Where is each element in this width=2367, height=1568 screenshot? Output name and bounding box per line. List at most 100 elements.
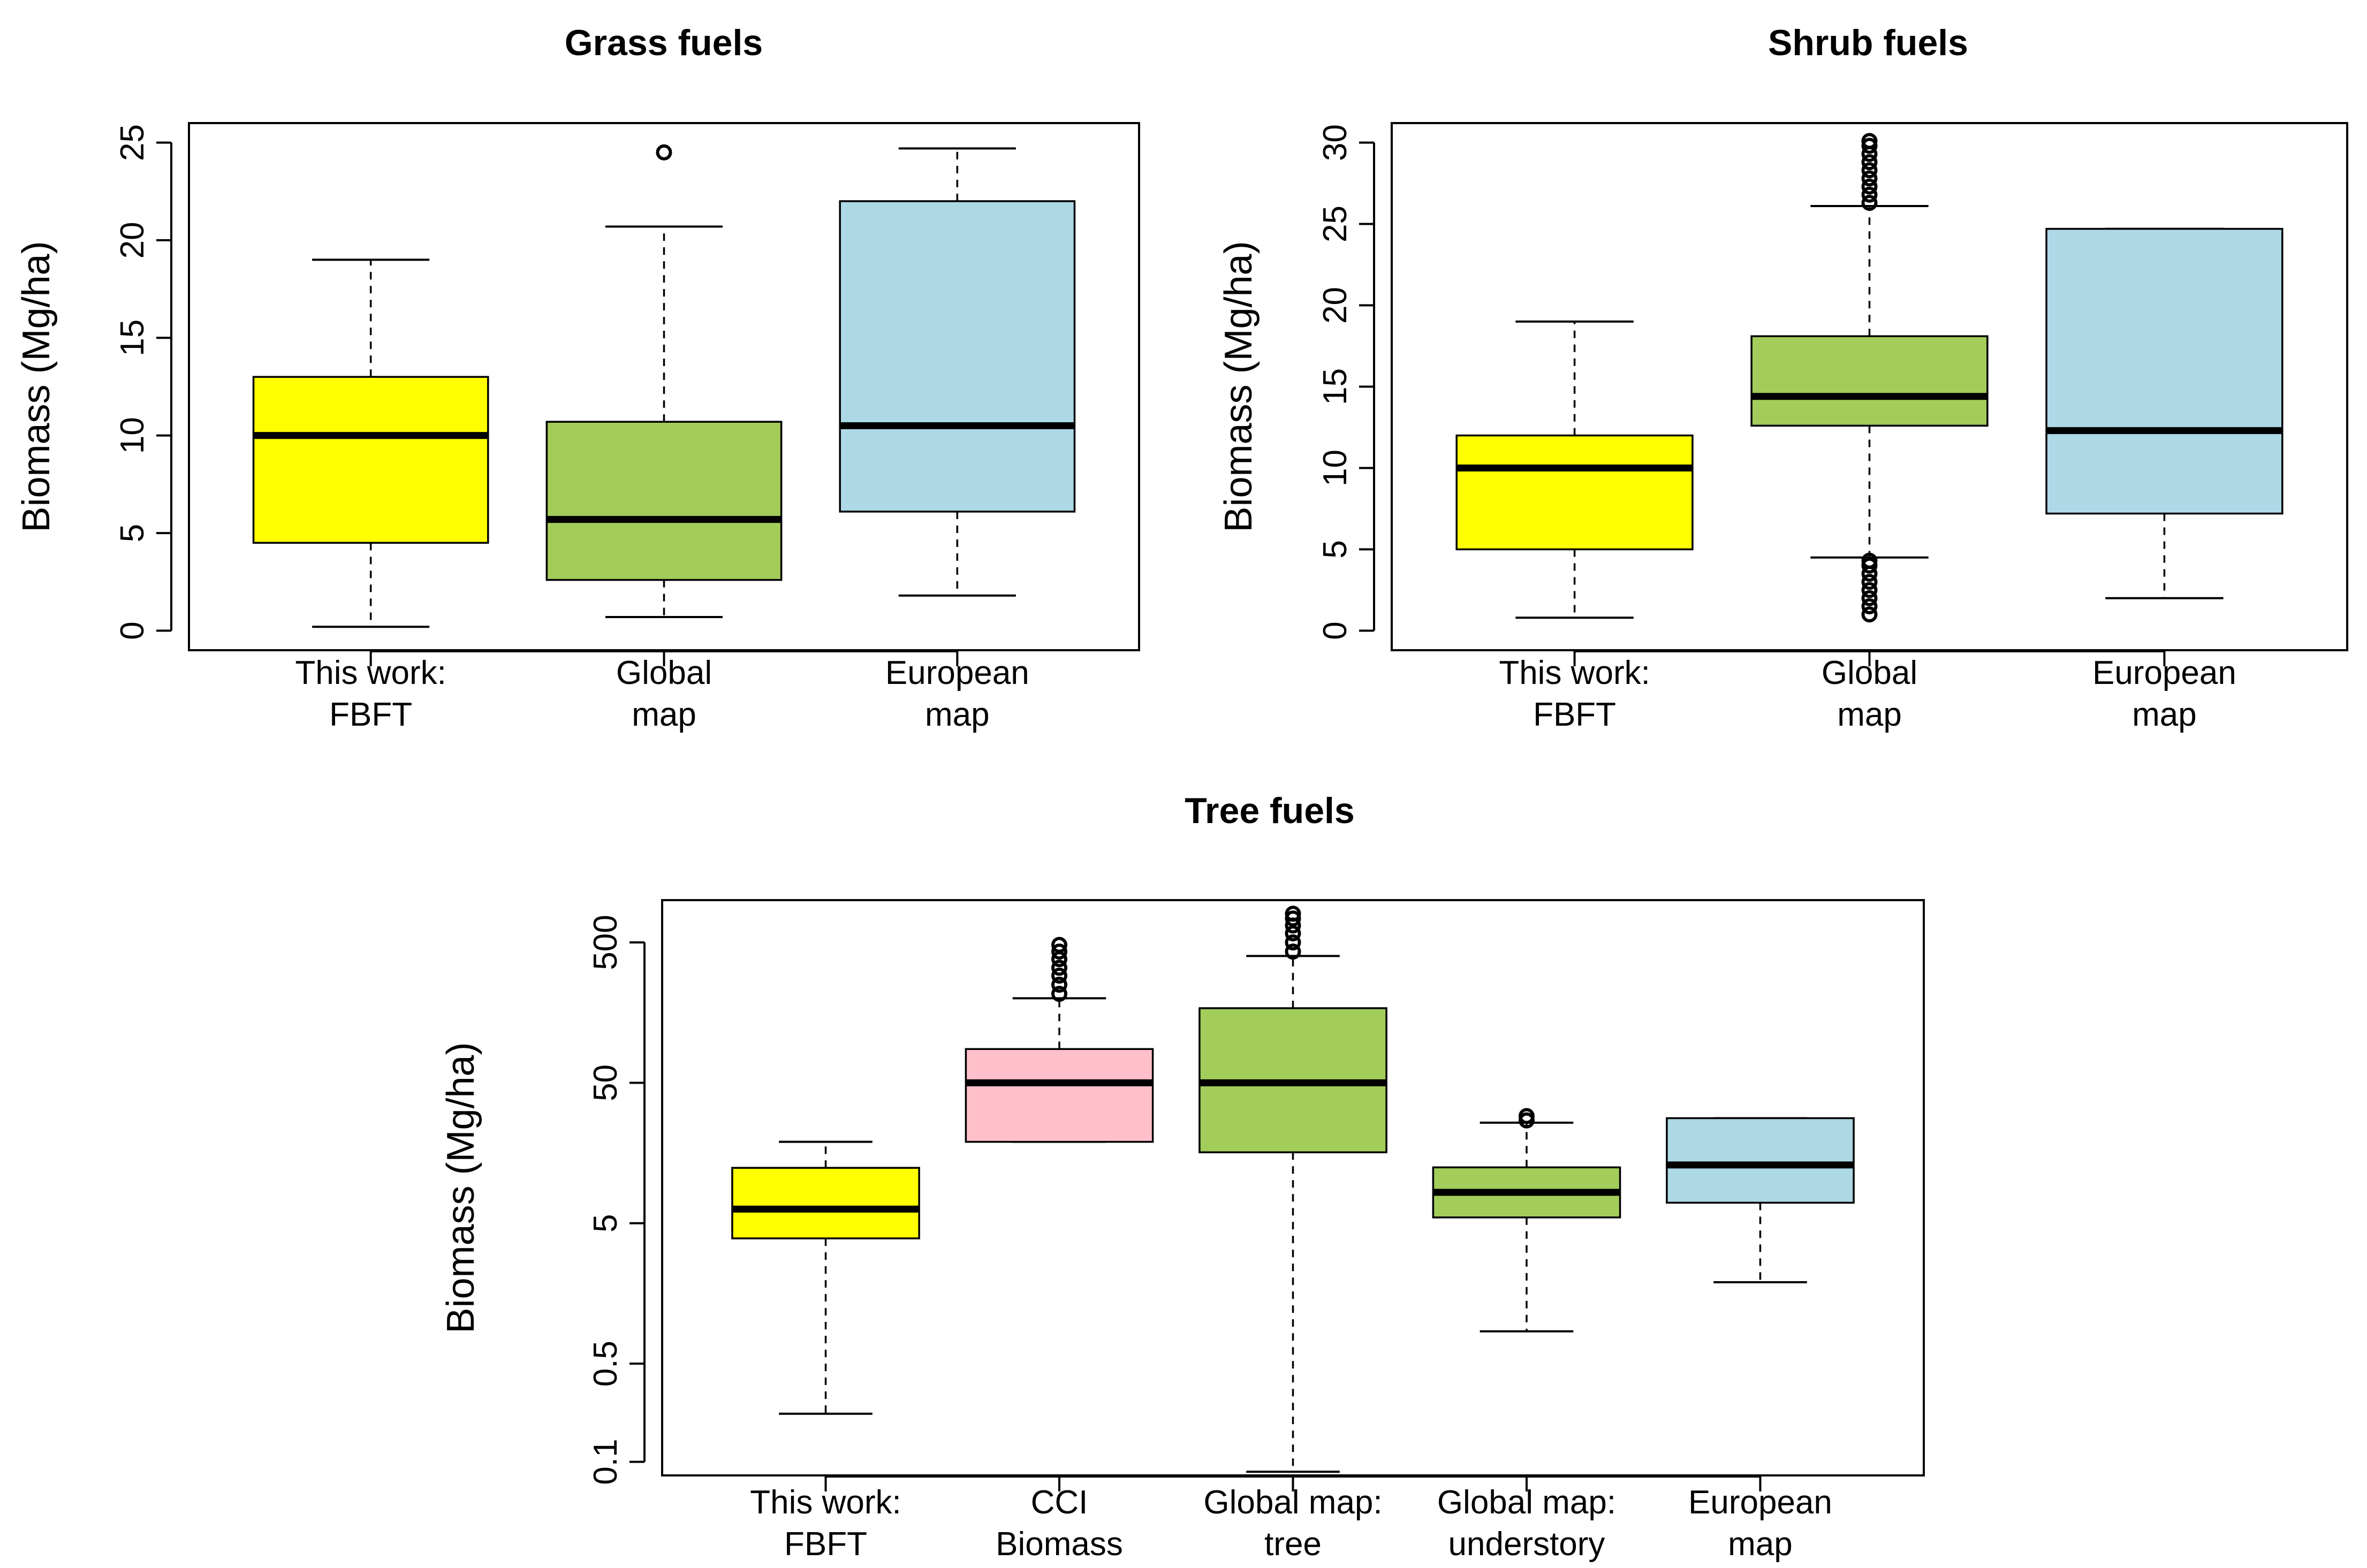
- outlier-point: [1285, 925, 1301, 942]
- box-iqr: [839, 200, 1076, 513]
- outlier-point: [1861, 162, 1878, 179]
- y-tick-label: 20: [1317, 287, 1354, 324]
- box-iqr: [1666, 1117, 1855, 1204]
- y-tick-label: 20: [114, 222, 151, 258]
- box-group-0: [1455, 320, 1694, 619]
- outlier-point: [1051, 986, 1068, 1002]
- y-tick-label: 15: [114, 319, 151, 356]
- box-iqr: [731, 1167, 920, 1239]
- box-group-2: [2045, 227, 2283, 599]
- outlier-point: [1051, 937, 1068, 953]
- panel-tree: Tree fuels Biomass (Mg/ha) 0.1 0.5 5 50 500 Thi…: [439, 790, 1925, 1563]
- outlier-point: [1861, 194, 1878, 211]
- y-tick-label: 0: [1317, 621, 1354, 640]
- panel-grass: Grass fuels Biomass (Mg/ha) 0 5 10 15 20 25 This…: [15, 22, 1140, 733]
- category-label: Biomass: [996, 1526, 1123, 1563]
- category-label: European: [885, 654, 1029, 691]
- y-tick-label: 0.5: [587, 1341, 624, 1387]
- outlier-point: [1861, 598, 1878, 614]
- outlier-point: [1285, 943, 1301, 960]
- category-label: European: [2092, 654, 2236, 691]
- box-group-1: [965, 937, 1154, 1143]
- box-group-0: [731, 1140, 920, 1415]
- outlier-point: [1051, 976, 1068, 993]
- category-label: map: [2132, 696, 2197, 733]
- y-axis-label: Biomass (Mg/ha): [1217, 241, 1260, 532]
- category-label: map: [1728, 1526, 1793, 1563]
- outlier-point: [1861, 606, 1878, 623]
- outlier-point: [1861, 154, 1878, 170]
- outlier-point: [1518, 1108, 1535, 1124]
- outlier-point: [1051, 943, 1068, 960]
- category-label: This work:: [1499, 654, 1650, 691]
- box-group-2: [839, 147, 1076, 597]
- box-iqr: [545, 421, 783, 581]
- category-label: Global map:: [1203, 1484, 1382, 1521]
- outlier-point: [1861, 590, 1878, 606]
- category-label: FBFT: [1533, 696, 1616, 733]
- category-label: map: [925, 696, 990, 733]
- box-group-2: [1198, 905, 1387, 1473]
- box-iqr: [965, 1048, 1154, 1143]
- y-tick-label: 30: [1317, 124, 1354, 161]
- box-iqr: [2045, 227, 2283, 515]
- chart-title: Tree fuels: [1185, 790, 1355, 831]
- outlier-point: [1861, 170, 1878, 187]
- outlier-point: [1861, 138, 1878, 154]
- category-label: understory: [1448, 1526, 1605, 1563]
- category-label: CCI: [1031, 1484, 1088, 1521]
- category-label: FBFT: [784, 1526, 867, 1563]
- outlier-point: [1861, 178, 1878, 195]
- y-tick-label: 5: [1317, 540, 1354, 558]
- category-label: Global map:: [1437, 1484, 1616, 1521]
- outlier-point: [1051, 968, 1068, 984]
- category-label: FBFT: [329, 696, 412, 733]
- outlier-point: [1861, 557, 1878, 574]
- outlier-point: [1861, 133, 1878, 149]
- outlier-point: [1861, 186, 1878, 203]
- outlier-point: [1285, 905, 1301, 922]
- y-tick-label: 5: [114, 524, 151, 542]
- plot-frame: [661, 899, 1925, 1476]
- box-group-0: [252, 258, 489, 628]
- plot-frame: [1391, 122, 2348, 651]
- box-iqr: [252, 376, 489, 544]
- plot-frame: [188, 122, 1140, 651]
- category-label: map: [632, 696, 696, 733]
- y-tick-label: 10: [114, 417, 151, 454]
- y-tick-label: 0: [114, 621, 151, 640]
- y-tick-label: 25: [114, 124, 151, 161]
- y-tick-label: 50: [587, 1064, 624, 1101]
- y-tick-label: 10: [1317, 450, 1354, 486]
- box-iqr: [1455, 434, 1694, 551]
- y-axis-label: Biomass (Mg/ha): [15, 241, 58, 532]
- category-label: Global: [616, 654, 712, 691]
- chart-title: Shrub fuels: [1768, 22, 1968, 63]
- box-group-1: [1750, 133, 1989, 623]
- box-group-3: [1432, 1108, 1621, 1333]
- outlier-point: [1861, 574, 1878, 590]
- panel-shrub: Shrub fuels Biomass (Mg/ha) 0 5 10 15 20 25 30 Th…: [1217, 22, 2348, 733]
- outlier-point: [1285, 934, 1301, 950]
- y-tick-label: 500: [587, 915, 624, 970]
- outlier-point: [1051, 960, 1068, 976]
- outlier-point: [1861, 582, 1878, 598]
- box-group-4: [1666, 1117, 1855, 1284]
- category-label: European: [1688, 1484, 1832, 1521]
- y-axis-label: Biomass (Mg/ha): [439, 1042, 482, 1333]
- category-label: tree: [1264, 1526, 1322, 1563]
- chart-title: Grass fuels: [565, 22, 763, 63]
- y-tick-label: 5: [587, 1214, 624, 1232]
- category-label: This work:: [750, 1484, 901, 1521]
- y-tick-label: 0.1: [587, 1438, 624, 1485]
- category-label: map: [1837, 696, 1902, 733]
- box-group-1: [545, 144, 783, 618]
- outlier-point: [1861, 552, 1878, 569]
- category-label: Global: [1822, 654, 1917, 691]
- category-label: This work:: [295, 654, 446, 691]
- outlier-point: [656, 144, 672, 161]
- y-tick-label: 15: [1317, 368, 1354, 405]
- box-iqr: [1750, 335, 1989, 427]
- y-tick-label: 25: [1317, 205, 1354, 242]
